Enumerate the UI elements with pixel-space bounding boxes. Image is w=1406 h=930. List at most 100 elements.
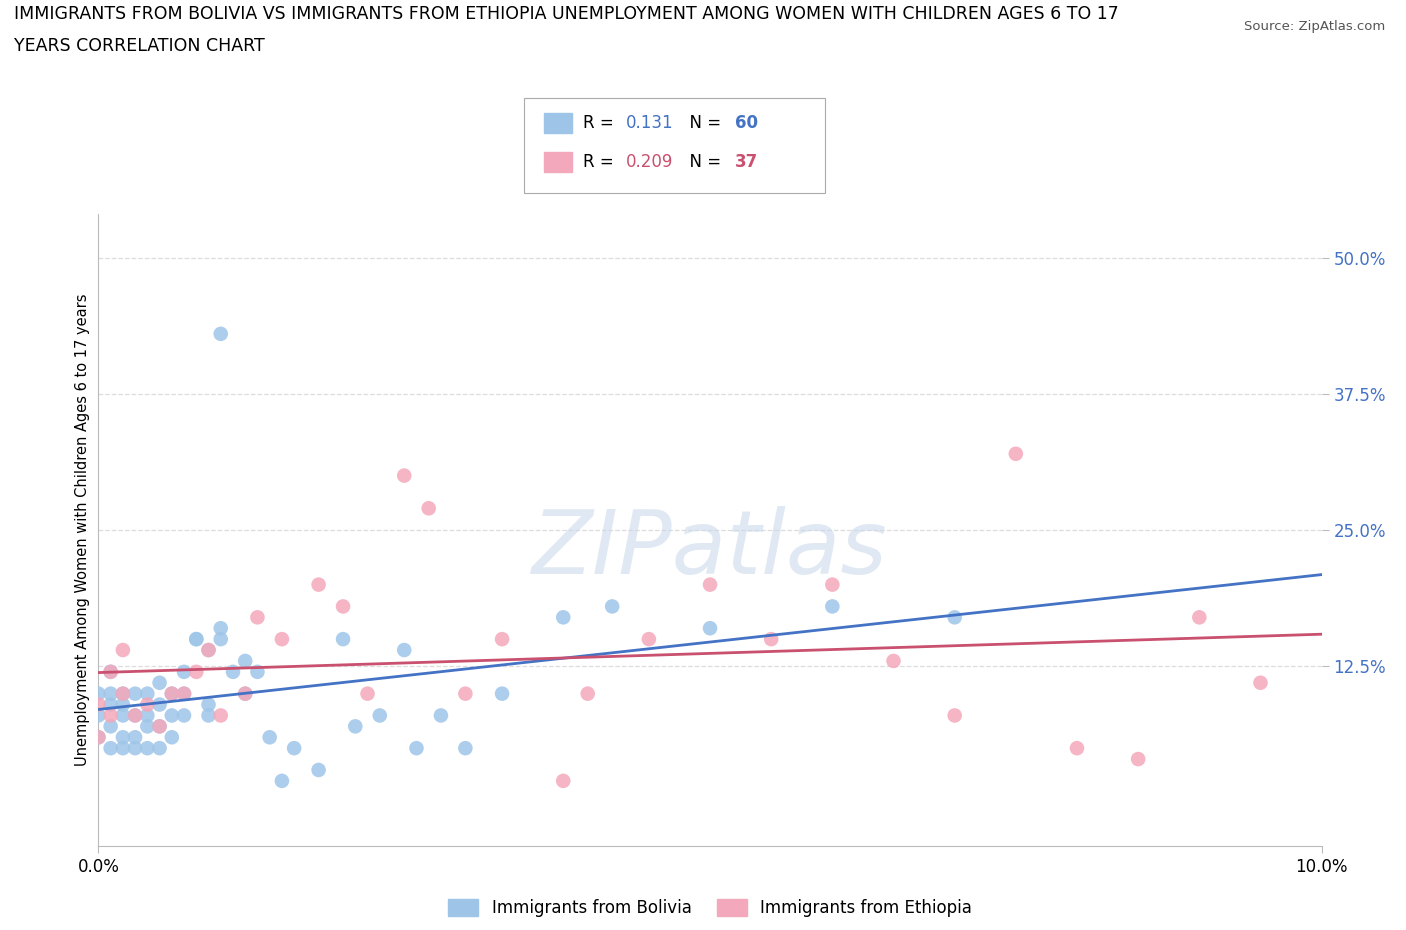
- Point: [87, 686, 110, 701]
- Point: [100, 664, 122, 679]
- Point: [136, 708, 159, 723]
- Point: [491, 686, 513, 701]
- Point: [233, 686, 256, 701]
- Point: [160, 730, 183, 745]
- Text: YEARS CORRELATION CHART: YEARS CORRELATION CHART: [14, 37, 264, 55]
- Point: [308, 578, 330, 592]
- Point: [283, 740, 305, 755]
- Point: [100, 708, 122, 723]
- Point: [87, 698, 110, 712]
- Point: [197, 708, 219, 723]
- Point: [149, 719, 172, 734]
- Point: [246, 610, 269, 625]
- Point: [821, 578, 844, 592]
- Point: [149, 675, 172, 690]
- Point: [405, 740, 427, 755]
- Y-axis label: Unemployment Among Women with Children Ages 6 to 17 years: Unemployment Among Women with Children A…: [75, 294, 90, 766]
- Point: [173, 708, 195, 723]
- Point: [1188, 610, 1211, 625]
- Point: [197, 643, 219, 658]
- Point: [100, 686, 122, 701]
- Point: [1066, 740, 1088, 755]
- Point: [637, 631, 661, 646]
- Point: [197, 643, 219, 658]
- Point: [699, 578, 721, 592]
- Point: [160, 708, 183, 723]
- Point: [246, 664, 269, 679]
- Point: [209, 708, 232, 723]
- Text: 60: 60: [735, 113, 758, 132]
- Point: [332, 631, 354, 646]
- Point: [368, 708, 391, 723]
- Point: [821, 599, 844, 614]
- Point: [553, 774, 575, 789]
- Point: [418, 501, 440, 516]
- Point: [209, 631, 232, 646]
- Text: R =: R =: [583, 113, 620, 132]
- Text: 37: 37: [735, 153, 759, 171]
- Point: [392, 468, 416, 483]
- Point: [111, 686, 134, 701]
- Text: 0.209: 0.209: [626, 153, 673, 171]
- Point: [149, 719, 172, 734]
- Point: [308, 763, 330, 777]
- Point: [233, 686, 256, 701]
- Point: [87, 730, 110, 745]
- Point: [87, 730, 110, 745]
- Text: R =: R =: [583, 153, 620, 171]
- Point: [100, 664, 122, 679]
- Point: [233, 654, 256, 669]
- Point: [943, 610, 966, 625]
- Point: [111, 708, 134, 723]
- Point: [270, 631, 292, 646]
- Point: [100, 740, 122, 755]
- Point: [1128, 751, 1150, 766]
- Point: [136, 740, 159, 755]
- Point: [600, 599, 623, 614]
- Point: [454, 740, 477, 755]
- Text: IMMIGRANTS FROM BOLIVIA VS IMMIGRANTS FROM ETHIOPIA UNEMPLOYMENT AMONG WOMEN WIT: IMMIGRANTS FROM BOLIVIA VS IMMIGRANTS FR…: [14, 5, 1119, 22]
- Point: [173, 686, 195, 701]
- Point: [491, 631, 513, 646]
- Point: [553, 610, 575, 625]
- Point: [943, 708, 966, 723]
- Point: [111, 740, 134, 755]
- Point: [883, 654, 905, 669]
- Point: [100, 719, 122, 734]
- Point: [111, 730, 134, 745]
- Point: [197, 698, 219, 712]
- Point: [124, 708, 146, 723]
- Text: Source: ZipAtlas.com: Source: ZipAtlas.com: [1244, 20, 1385, 33]
- Point: [136, 686, 159, 701]
- Point: [160, 686, 183, 701]
- Point: [209, 621, 232, 636]
- Legend: Immigrants from Bolivia, Immigrants from Ethiopia: Immigrants from Bolivia, Immigrants from…: [441, 892, 979, 923]
- Point: [149, 698, 172, 712]
- Point: [186, 631, 208, 646]
- Point: [1249, 675, 1271, 690]
- Point: [759, 631, 782, 646]
- Point: [332, 599, 354, 614]
- Text: ZIPatlas: ZIPatlas: [533, 506, 887, 592]
- Point: [124, 740, 146, 755]
- Point: [356, 686, 378, 701]
- Point: [344, 719, 367, 734]
- Point: [392, 643, 416, 658]
- Point: [173, 664, 195, 679]
- Point: [699, 621, 721, 636]
- Point: [124, 708, 146, 723]
- Point: [87, 708, 110, 723]
- Text: N =: N =: [679, 113, 727, 132]
- Point: [111, 686, 134, 701]
- Point: [430, 708, 453, 723]
- Point: [100, 698, 122, 712]
- Point: [576, 686, 599, 701]
- Point: [454, 686, 477, 701]
- Point: [111, 643, 134, 658]
- Point: [149, 740, 172, 755]
- Point: [259, 730, 281, 745]
- Point: [136, 698, 159, 712]
- Point: [124, 686, 146, 701]
- Point: [186, 631, 208, 646]
- Point: [136, 719, 159, 734]
